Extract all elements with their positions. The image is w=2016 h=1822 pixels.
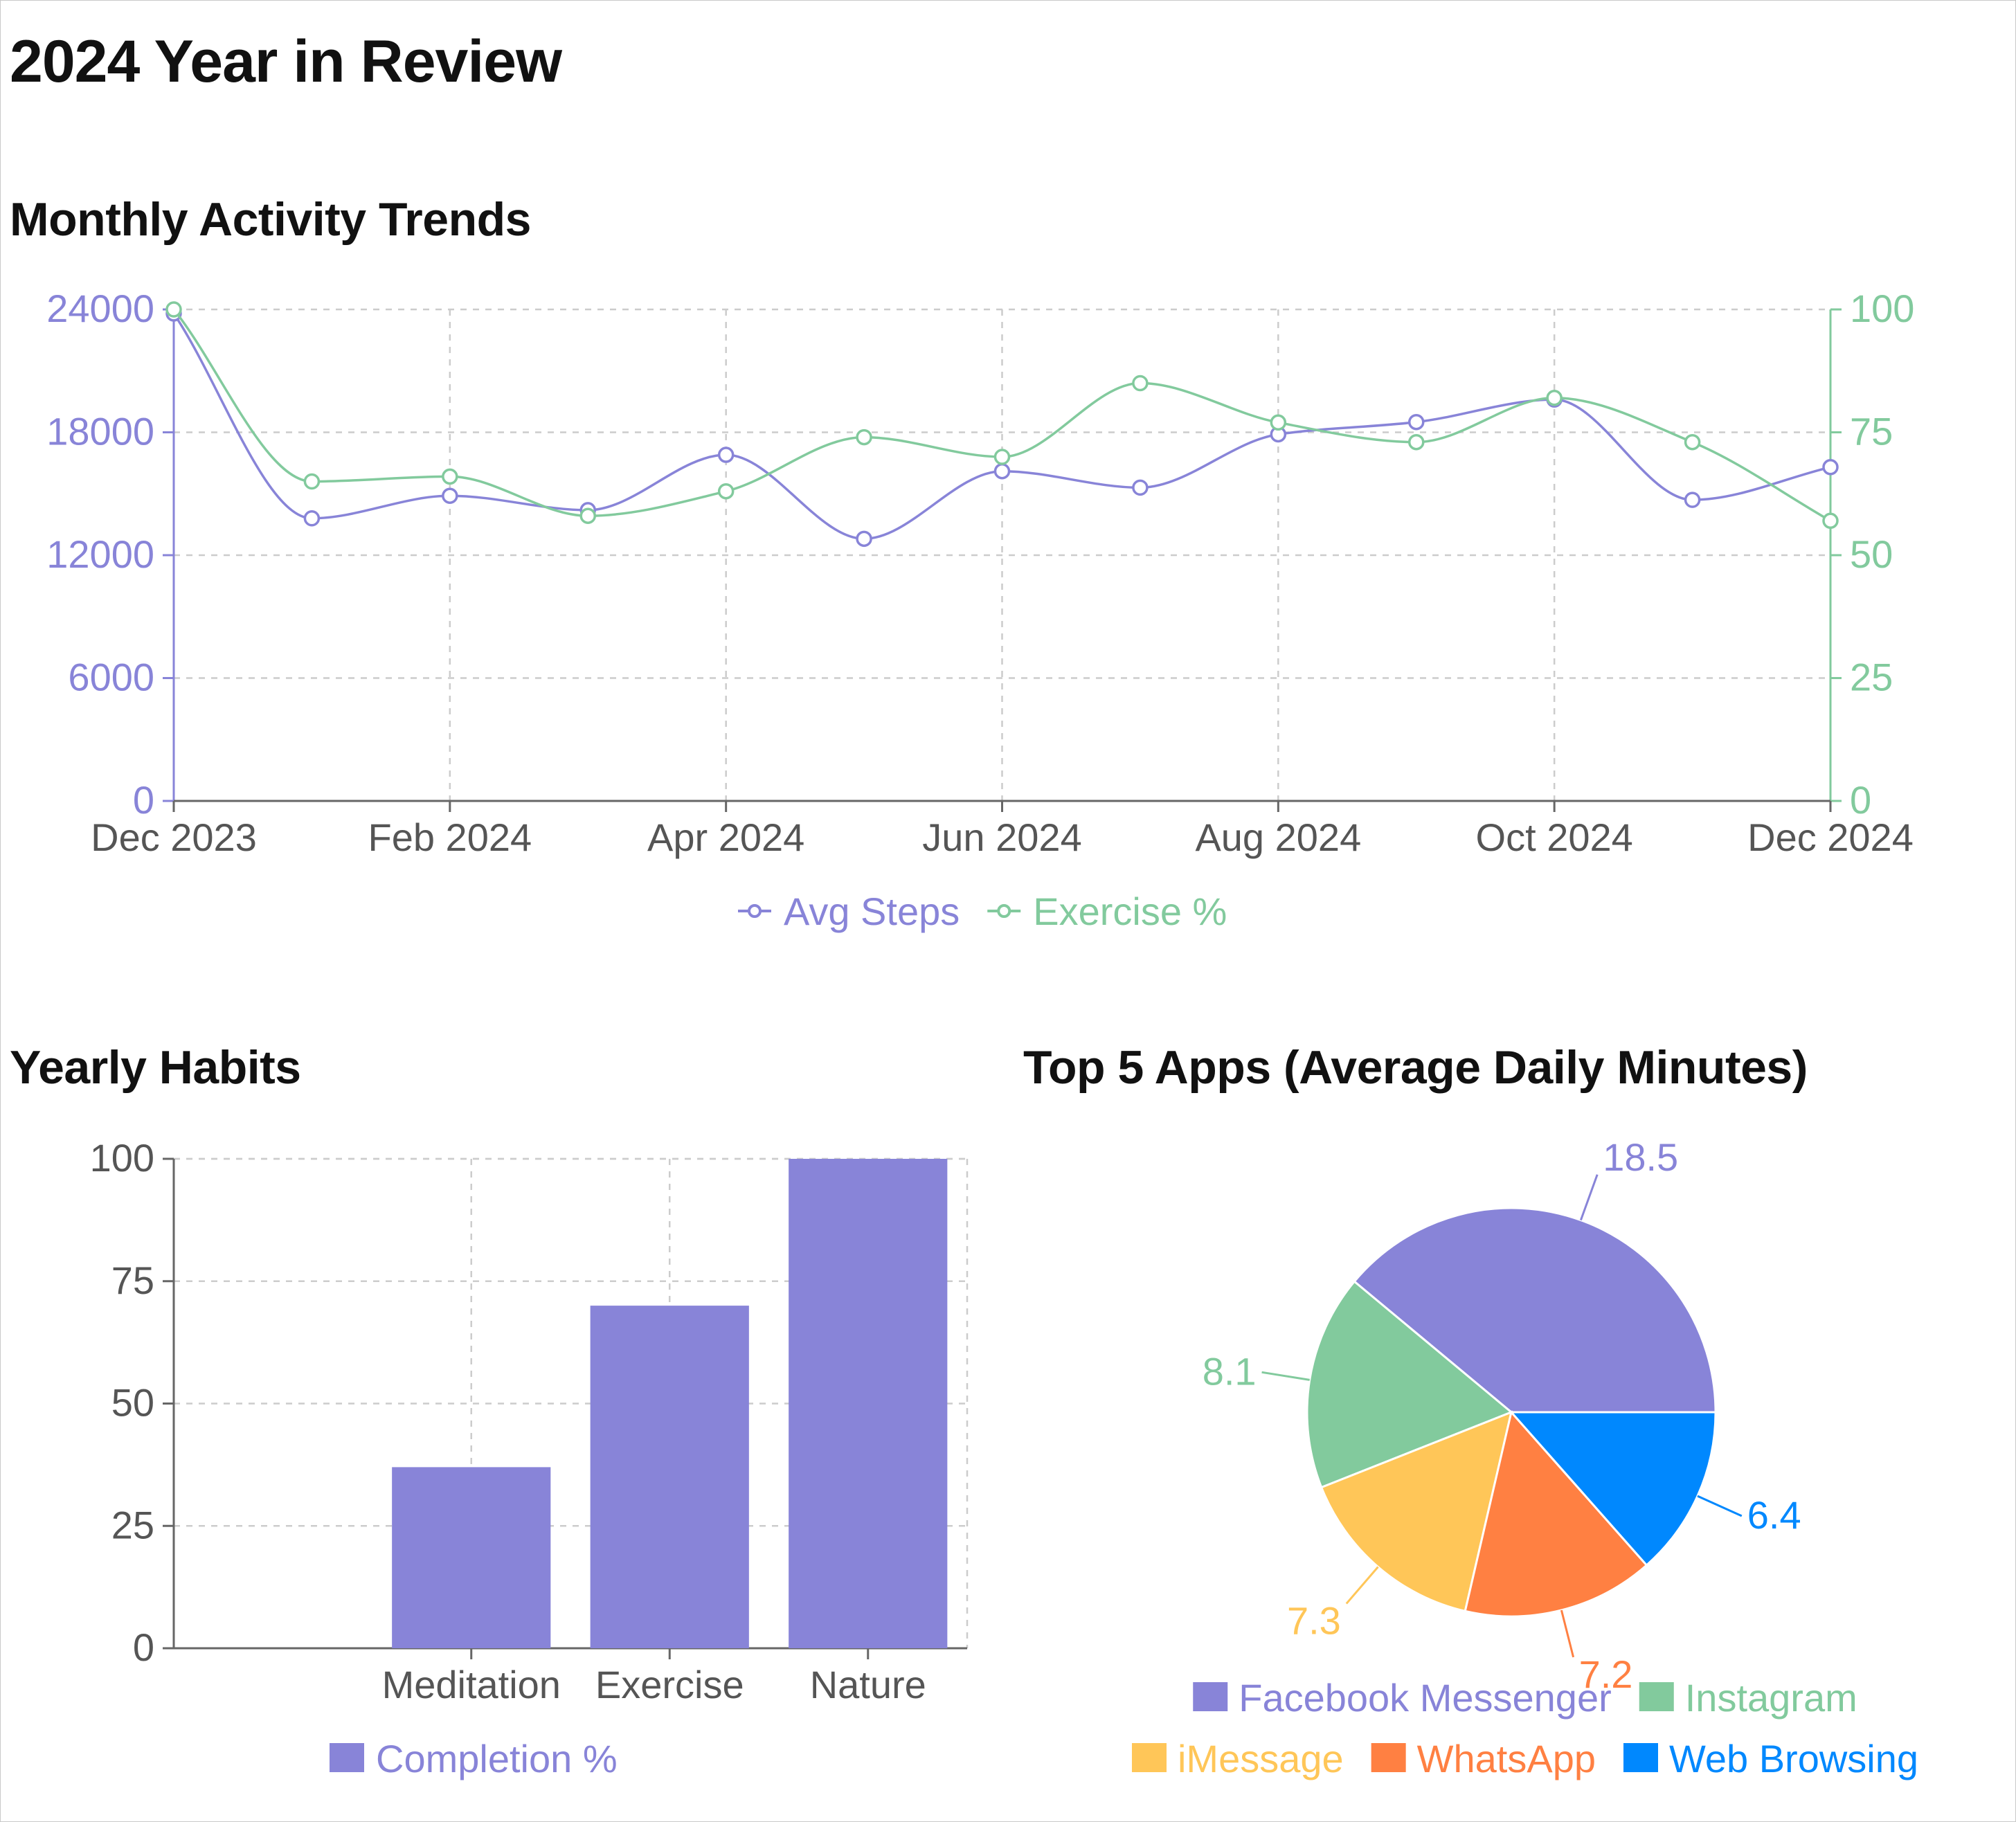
trend-data-point [1822, 512, 1839, 530]
trend-data-point [856, 530, 872, 548]
trend-data-point [1684, 433, 1701, 451]
trend-left-tick-label: 24000 [46, 287, 154, 330]
pie-slice-whatsapp [1464, 1409, 1648, 1618]
trend-data-point [579, 507, 596, 524]
trend-left-tick-label: 6000 [68, 656, 154, 699]
trend-data-point [1132, 375, 1149, 392]
trend-data-point [1822, 459, 1839, 476]
trend-legend-label: Avg Steps [784, 890, 960, 933]
pie-legend-swatch-icon [1639, 1682, 1674, 1711]
trend-x-tick-label: Jun 2024 [922, 815, 1081, 859]
pie-leader-line [1261, 1371, 1310, 1381]
trend-data-point [1408, 433, 1425, 451]
habits-x-tick-label: Meditation [382, 1663, 561, 1706]
pie-legend-label: WhatsApp [1417, 1737, 1596, 1780]
habits-y-tick-label: 0 [133, 1625, 154, 1669]
pie-legend-swatch-icon [1623, 1743, 1658, 1772]
pie-legend-label: Facebook Messenger [1239, 1676, 1612, 1720]
trend-right-tick-label: 50 [1850, 532, 1893, 576]
trend-legend-label: Exercise % [1033, 890, 1227, 933]
pie-legend-swatch-icon [1131, 1743, 1167, 1772]
trend-data-point [993, 462, 1011, 480]
page-title: 2024 Year in Review [10, 28, 562, 95]
habits-x-tick-label: Nature [810, 1663, 926, 1706]
pie-value-label: 7.2 [1579, 1652, 1633, 1696]
pie-leader-line [1560, 1609, 1575, 1658]
pie-slice-facebook-messenger [1353, 1207, 1717, 1414]
trend-x-tick-label: Oct 2024 [1476, 815, 1633, 859]
habits-legend-label: Completion % [376, 1737, 618, 1780]
trend-data-point [165, 301, 182, 318]
pie-value-label: 18.5 [1603, 1135, 1678, 1179]
trend-right-tick-label: 100 [1850, 287, 1914, 330]
pie-leader-line [1345, 1566, 1379, 1605]
pie-slice-imessage [1320, 1410, 1513, 1613]
habits-y-tick-label: 50 [111, 1381, 154, 1425]
trend-left-tick-label: 18000 [46, 410, 154, 453]
trend-data-point [1270, 414, 1287, 431]
trend-data-point [856, 429, 872, 446]
pie-leader-line [1579, 1174, 1599, 1221]
trend-chart-title: Monthly Activity Trends [10, 193, 531, 246]
trend-data-point [303, 510, 321, 527]
trend-right-tick-label: 25 [1850, 656, 1893, 699]
pie-legend-swatch-icon [1193, 1682, 1228, 1711]
habits-legend-swatch-icon [330, 1743, 364, 1772]
trend-left-tick-label: 12000 [46, 532, 154, 576]
trend-left-tick-label: 0 [133, 778, 154, 822]
habits-y-tick-label: 75 [111, 1259, 154, 1302]
trend-x-tick-label: Aug 2024 [1195, 815, 1361, 859]
pie-legend-label: Web Browsing [1669, 1737, 1918, 1780]
trend-data-point [303, 473, 321, 490]
habits-bar-exercise [590, 1306, 749, 1648]
habits-x-tick-label: Exercise [595, 1663, 744, 1706]
trend-data-point [993, 449, 1011, 465]
pie-value-label: 8.1 [1203, 1349, 1257, 1393]
habits-y-tick-label: 25 [111, 1503, 154, 1546]
pie-value-label: 7.3 [1287, 1599, 1341, 1643]
trend-x-tick-label: Apr 2024 [647, 815, 804, 859]
pie-legend-label: iMessage [1178, 1737, 1344, 1780]
trend-legend-marker-icon [997, 904, 1011, 918]
trend-data-point [442, 487, 458, 504]
pie-legend-swatch-icon [1371, 1743, 1406, 1772]
habits-bar-nature [789, 1159, 948, 1648]
trend-data-point [1408, 413, 1425, 431]
pie-slice-instagram [1306, 1280, 1513, 1489]
habits-bar-meditation [392, 1467, 551, 1648]
pie-legend-label: Instagram [1685, 1676, 1857, 1720]
trend-x-tick-label: Dec 2024 [1747, 815, 1914, 859]
trend-data-point [717, 447, 735, 463]
trend-x-tick-label: Dec 2023 [91, 815, 257, 859]
pie-leader-line [1697, 1495, 1743, 1517]
apps-chart-title: Top 5 Apps (Average Daily Minutes) [1023, 1041, 1808, 1094]
trend-data-point [1132, 479, 1149, 496]
pie-value-label: 6.4 [1747, 1493, 1801, 1537]
trend-legend-marker-icon [748, 904, 762, 918]
trend-data-point [717, 482, 735, 500]
trend-data-point [1684, 491, 1701, 508]
trend-right-tick-label: 75 [1850, 410, 1893, 453]
trend-x-tick-label: Feb 2024 [368, 815, 532, 859]
pie-slice-web-browsing [1509, 1411, 1717, 1567]
habits-chart-title: Yearly Habits [10, 1041, 301, 1094]
trend-right-tick-label: 0 [1850, 778, 1871, 822]
habits-y-tick-label: 100 [90, 1136, 154, 1180]
trend-data-point [1546, 390, 1563, 406]
trend-data-point [442, 468, 458, 485]
